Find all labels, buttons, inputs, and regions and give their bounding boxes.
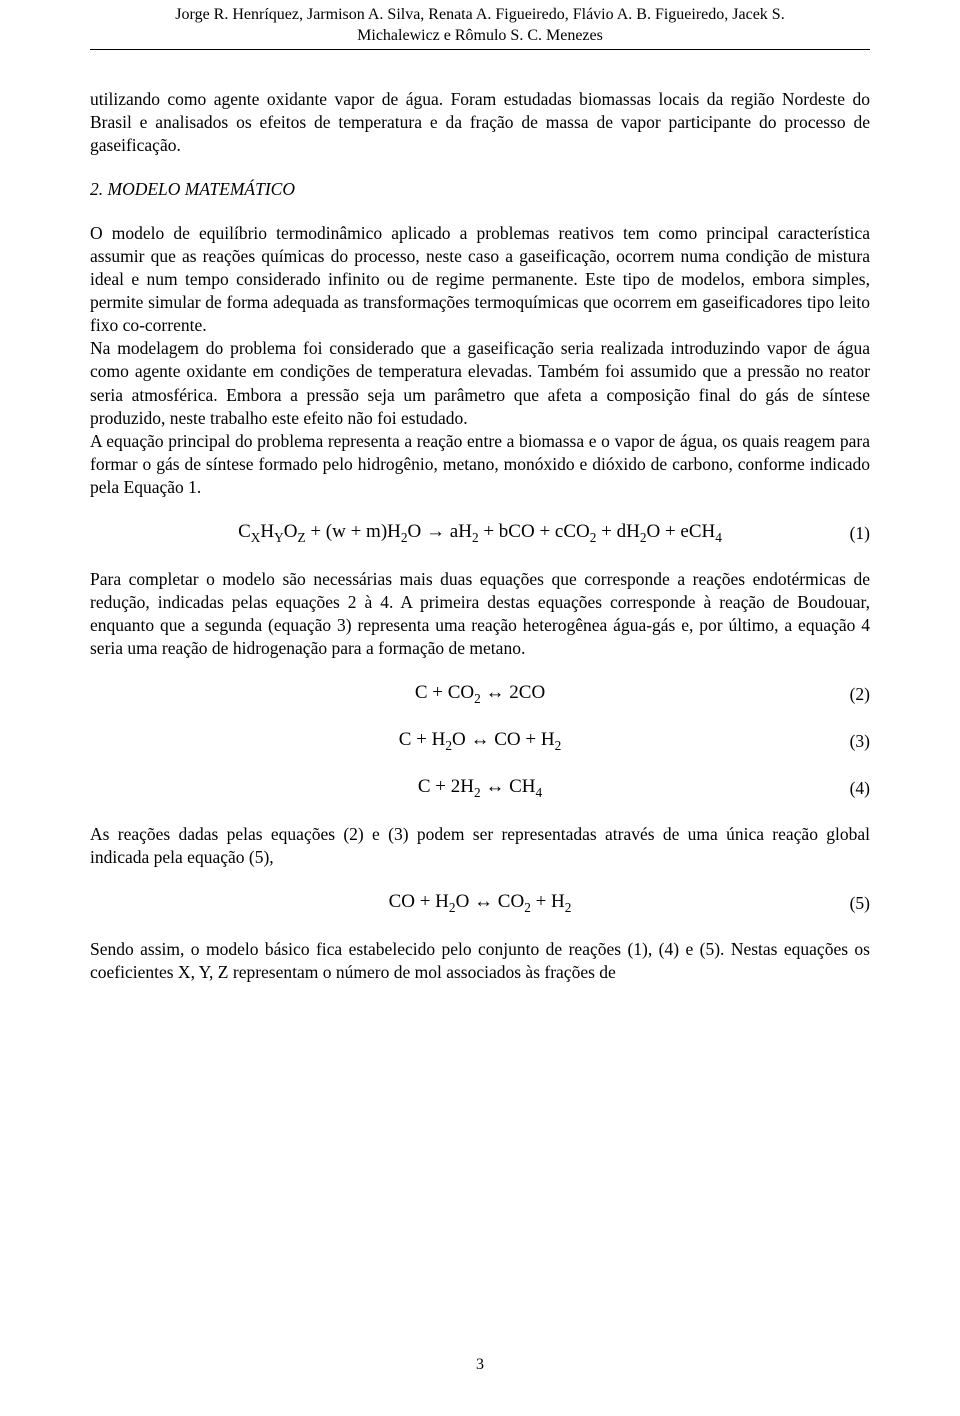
equation-3-number: (3) (850, 731, 870, 752)
equation-3-row: C + H2O ↔ CO + H2 (3) (90, 729, 870, 754)
equation-5-row: CO + H2O ↔ CO2 + H2 (5) (90, 891, 870, 916)
equation-5-number: (5) (850, 893, 870, 914)
header-authors-line2: Michalewicz e Rômulo S. C. Menezes (90, 26, 870, 47)
header-authors-line1: Jorge R. Henríquez, Jarmison A. Silva, R… (90, 5, 870, 26)
equation-4-number: (4) (850, 778, 870, 799)
paragraph-final: Sendo assim, o modelo básico fica estabe… (90, 938, 870, 984)
equation-1-number: (1) (850, 523, 870, 544)
paragraph-model-3: A equação principal do problema represen… (90, 430, 870, 499)
equation-2-number: (2) (850, 684, 870, 705)
paragraph-model-2: Na modelagem do problema foi considerado… (90, 337, 870, 429)
paragraph-model-1: O modelo de equilíbrio termodinâmico apl… (90, 222, 870, 337)
equation-3: C + H2O ↔ CO + H2 (90, 729, 870, 754)
page-header: Jorge R. Henríquez, Jarmison A. Silva, R… (90, 5, 870, 50)
paragraph-eq-global: As reações dadas pelas equações (2) e (3… (90, 823, 870, 869)
page-number: 3 (0, 1356, 960, 1374)
equation-4: C + 2H2 ↔ CH4 (90, 776, 870, 801)
equation-5: CO + H2O ↔ CO2 + H2 (90, 891, 870, 916)
paragraph-eq-explain: Para completar o modelo são necessárias … (90, 568, 870, 660)
equation-4-row: C + 2H2 ↔ CH4 (4) (90, 776, 870, 801)
equation-1: CXHYOZ + (w + m)H2O → aH2 + bCO + cCO2 +… (90, 521, 870, 546)
paragraph-intro: utilizando como agente oxidante vapor de… (90, 88, 870, 157)
equation-2: C + CO2 ↔ 2CO (90, 682, 870, 707)
equation-1-row: CXHYOZ + (w + m)H2O → aH2 + bCO + cCO2 +… (90, 521, 870, 546)
equation-2-row: C + CO2 ↔ 2CO (2) (90, 682, 870, 707)
section-title: 2. MODELO MATEMÁTICO (90, 179, 870, 200)
